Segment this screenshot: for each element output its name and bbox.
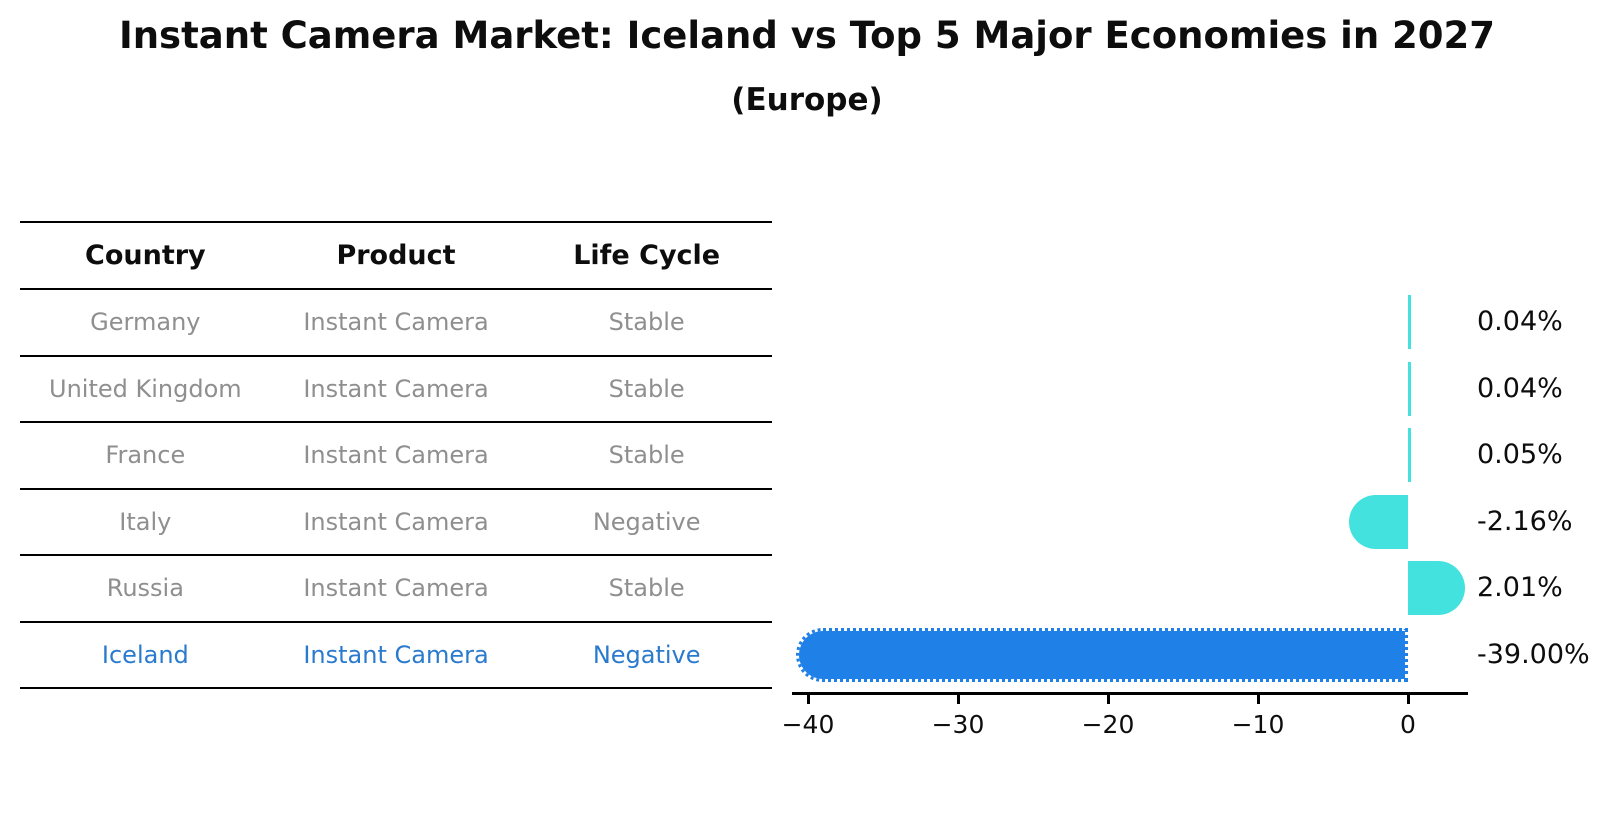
cell-product: Instant Camera <box>303 441 489 470</box>
value-label-iceland: -39.00% <box>1477 638 1590 670</box>
cell-product: Instant Camera <box>303 308 489 337</box>
cell-country: United Kingdom <box>49 374 242 403</box>
cell-country: Iceland <box>101 640 189 669</box>
country-table: Country Product Life Cycle Germany Insta… <box>20 221 772 689</box>
x-tick-mark <box>806 695 810 704</box>
table-header-country: Country <box>85 240 206 271</box>
x-tick-mark <box>1256 695 1260 704</box>
x-tick-label: −40 <box>781 710 835 739</box>
value-label-russia: 2.01% <box>1477 572 1563 604</box>
cell-country: Italy <box>119 507 172 536</box>
table-header-lifecycle: Life Cycle <box>573 240 721 271</box>
table-header-product: Product <box>336 240 456 271</box>
cell-product: Instant Camera <box>303 574 489 603</box>
cell-product: Instant Camera <box>303 374 489 403</box>
x-tick-mark <box>1106 695 1110 704</box>
x-tick-mark <box>956 695 960 704</box>
table-row-iceland: Iceland Instant Camera Negative <box>20 623 772 689</box>
bar-iceland <box>796 627 1408 682</box>
value-label-italy: -2.16% <box>1477 505 1573 537</box>
x-axis-line <box>792 692 1468 695</box>
value-label-germany: 0.04% <box>1477 306 1563 338</box>
table-row-united-kingdom: United Kingdom Instant Camera Stable <box>20 357 772 423</box>
cell-country: Germany <box>90 308 201 337</box>
bar-russia <box>1408 561 1466 616</box>
table-row-russia: Russia Instant Camera Stable <box>20 556 772 623</box>
x-tick-label: 0 <box>1400 710 1416 739</box>
bar-italy <box>1348 494 1408 549</box>
chart-subtitle: (Europe) <box>731 82 883 118</box>
cell-lifecycle: Stable <box>608 441 685 470</box>
cell-lifecycle: Negative <box>592 640 701 669</box>
cell-lifecycle: Negative <box>592 507 701 536</box>
table-row-france: France Instant Camera Stable <box>20 423 772 490</box>
value-label-france: 0.05% <box>1477 439 1563 471</box>
table-row-italy: Italy Instant Camera Negative <box>20 490 772 556</box>
table-row-germany: Germany Instant Camera Stable <box>20 290 772 357</box>
cell-country: Russia <box>106 574 184 603</box>
cell-product: Instant Camera <box>303 507 489 536</box>
cell-lifecycle: Stable <box>608 574 685 603</box>
cell-lifecycle: Stable <box>608 374 685 403</box>
bar-united-kingdom <box>1408 361 1411 416</box>
chart-title: Instant Camera Market: Iceland vs Top 5 … <box>118 14 1496 57</box>
x-tick-label: −20 <box>1081 710 1135 739</box>
bar-france <box>1408 428 1411 483</box>
cell-lifecycle: Stable <box>608 308 685 337</box>
bar-germany <box>1408 295 1411 350</box>
cell-product: Instant Camera <box>303 640 489 669</box>
value-label-united-kingdom: 0.04% <box>1477 372 1563 404</box>
x-tick-label: −30 <box>931 710 985 739</box>
table-header-row: Country Product Life Cycle <box>20 223 772 290</box>
x-tick-label: −10 <box>1231 710 1285 739</box>
cell-country: France <box>105 441 186 470</box>
x-tick-mark <box>1406 695 1410 704</box>
